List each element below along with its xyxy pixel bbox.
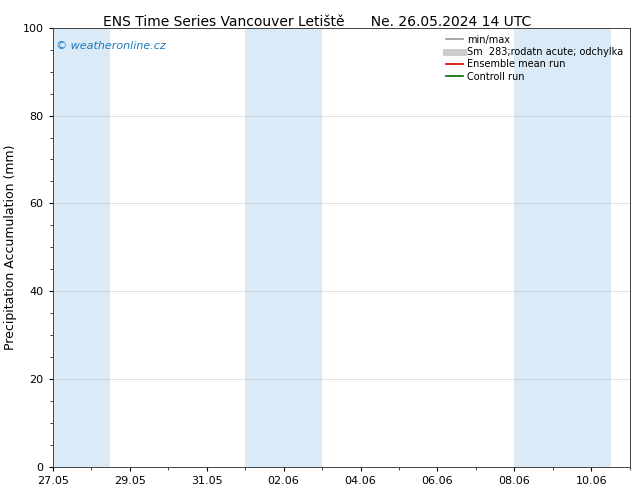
Text: © weatheronline.cz: © weatheronline.cz [56,41,165,51]
Bar [245,28,322,467]
Y-axis label: Precipitation Accumulation (mm): Precipitation Accumulation (mm) [4,145,17,350]
Bar [53,28,110,467]
Bar [514,28,611,467]
Text: ENS Time Series Vancouver Letiště      Ne. 26.05.2024 14 UTC: ENS Time Series Vancouver Letiště Ne. 26… [103,15,531,29]
Legend: min/max, Sm  283;rodatn acute; odchylka, Ensemble mean run, Controll run: min/max, Sm 283;rodatn acute; odchylka, … [444,33,625,84]
